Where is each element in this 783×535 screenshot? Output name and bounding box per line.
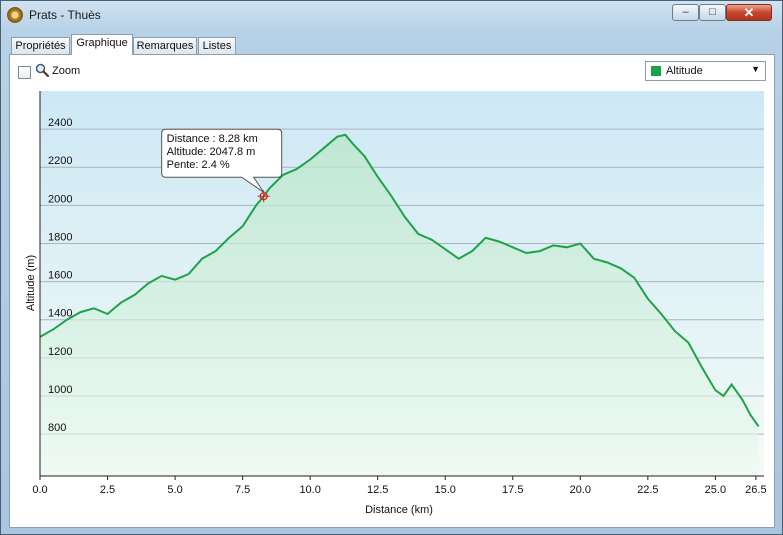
x-tick-label: 22.5 [637, 484, 658, 496]
x-axis-label: Distance (km) [365, 504, 433, 516]
app-icon [7, 7, 23, 23]
y-tick-label: 1200 [48, 346, 72, 358]
y-tick-label: 800 [48, 422, 66, 434]
y-tick-label: 1000 [48, 384, 72, 396]
y-tick-labels: 800 1000 1200 1400 1600 1800 2000 2200 2400 [48, 117, 72, 434]
zoom-label: Zoom [52, 65, 81, 77]
x-tick-label: 17.5 [502, 484, 523, 496]
x-tick-label: 10.0 [299, 484, 320, 496]
x-tick-label: 25.0 [705, 484, 726, 496]
tab-proprietes[interactable]: Propriétés [11, 37, 70, 54]
x-tick-label: 5.0 [167, 484, 182, 496]
altitude-line[interactable] [39, 133, 760, 427]
series-select-value: Altitude [666, 65, 703, 77]
tab-graphique[interactable]: Graphique [71, 34, 133, 55]
minimize-button[interactable]: – [672, 4, 699, 21]
x-tick-label: 15.0 [435, 484, 456, 496]
magnifier-icon[interactable] [35, 63, 49, 77]
title-bar[interactable]: Prats - Thuès – □ ✕ [1, 1, 782, 31]
tab-listes[interactable]: Listes [198, 37, 236, 54]
tooltip-altitude: Altitude: 2047.8 m [167, 146, 256, 158]
y-tick-label: 1600 [48, 270, 72, 282]
x-tick-label: 0.0 [32, 484, 47, 496]
x-tick-labels: 0.0 2.5 5.0 7.5 10.0 12.5 15.0 17.5 20.0 22.5 25.0… [32, 476, 767, 496]
window-title: Prats - Thuès [29, 8, 101, 22]
y-tick-label: 2200 [48, 155, 72, 167]
x-tick-label: 20.0 [570, 484, 591, 496]
graph-panel: Zoom Altitude ▼ 800 100 [9, 54, 775, 528]
series-select[interactable]: Altitude ▼ [645, 61, 766, 81]
altitude-area [40, 134, 759, 477]
y-axis-label: Altitude (m) [25, 255, 37, 311]
y-tick-label: 1800 [48, 231, 72, 243]
x-tick-label: 2.5 [100, 484, 115, 496]
x-tick-label: 26.5 [745, 484, 766, 496]
altitude-chart[interactable]: 800 1000 1200 1400 1600 1800 2000 2200 2400 0.0 2… [10, 86, 774, 526]
y-tick-label: 1400 [48, 308, 72, 320]
maximize-button[interactable]: □ [699, 4, 726, 21]
x-tick-label: 12.5 [367, 484, 388, 496]
tab-remarques[interactable]: Remarques [133, 37, 197, 54]
x-tick-label: 7.5 [235, 484, 250, 496]
y-tick-label: 2000 [48, 193, 72, 205]
chevron-down-icon: ▼ [751, 64, 760, 74]
close-button[interactable]: ✕ [726, 4, 772, 21]
tooltip-box [161, 128, 283, 193]
tooltip-pente: Pente: 2.4 % [167, 159, 230, 171]
y-tick-label: 2400 [48, 117, 72, 129]
zoom-checkbox[interactable] [18, 66, 31, 79]
tooltip-distance: Distance : 8.28 km [167, 133, 258, 145]
series-color-swatch [651, 66, 661, 76]
tooltip: Distance : 8.28 km Altitude: 2047.8 m Pe… [161, 128, 283, 193]
